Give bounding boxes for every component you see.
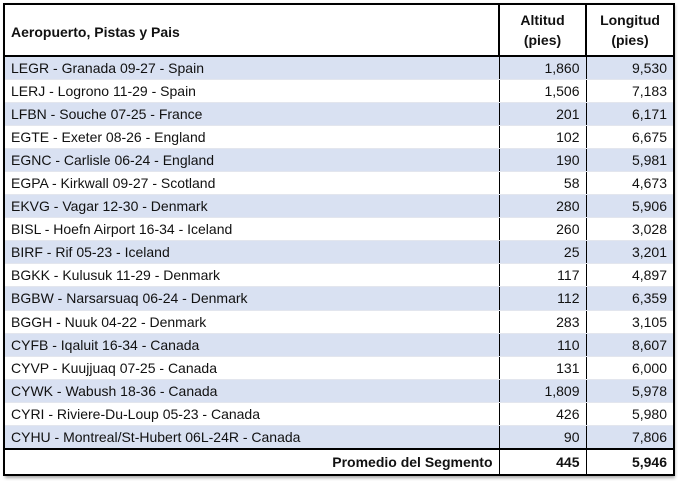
altitude-cell: 260	[499, 217, 587, 242]
length-cell: 6,171	[586, 102, 675, 127]
airport-name-cell: CYWK - Wabush 18-36 - Canada	[3, 379, 500, 403]
header-altitude-line1: Altitud	[520, 12, 565, 28]
length-cell: 6,675	[586, 125, 675, 150]
length-cell: 9,530	[586, 56, 675, 81]
altitude-cell: 102	[499, 125, 587, 150]
altitude-cell: 90	[499, 425, 587, 450]
table-row: EGTE - Exeter 08-26 - England 102 6,675	[3, 125, 675, 150]
airport-name-cell: CYVP - Kuujjuaq 07-25 - Canada	[3, 356, 500, 380]
altitude-cell: 58	[499, 171, 587, 196]
altitude-cell: 190	[499, 148, 587, 173]
altitude-cell: 426	[499, 402, 587, 426]
table-row: CYRI - Riviere-Du-Loup 05-23 - Canada 426…	[3, 402, 675, 426]
airport-name-cell: CYFB - Iqaluit 16-34 - Canada	[3, 333, 500, 357]
table-row: CYHU - Montreal/St-Hubert 06L-24R - Cana…	[3, 425, 675, 450]
altitude-cell: 25	[499, 240, 587, 265]
length-cell: 7,806	[586, 425, 675, 450]
airport-name-cell: CYRI - Riviere-Du-Loup 05-23 - Canada	[3, 402, 500, 426]
airport-name-cell: BGGH - Nuuk 04-22 - Denmark	[3, 310, 500, 334]
table-row: EGNC - Carlisle 06-24 - England 190 5,981	[3, 148, 675, 173]
altitude-cell: 201	[499, 102, 587, 127]
header-altitude-line2: (pies)	[523, 32, 562, 48]
airport-name-cell: EGPA - Kirkwall 09-27 - Scotland	[3, 171, 500, 196]
altitude-cell: 112	[499, 286, 587, 311]
header-length-line2: (pies)	[611, 32, 649, 48]
altitude-cell: 280	[499, 194, 587, 219]
altitude-cell: 110	[499, 333, 587, 357]
table-row: EKVG - Vagar 12-30 - Denmark 280 5,906	[3, 194, 675, 219]
length-cell: 3,028	[586, 217, 675, 242]
footer-label: Promedio del Segmento	[3, 448, 500, 476]
length-cell: 5,906	[586, 194, 675, 219]
length-cell: 4,897	[586, 263, 675, 288]
airport-name-cell: LEGR - Granada 09-27 - Spain	[3, 56, 500, 81]
airport-name-cell: EGNC - Carlisle 06-24 - England	[3, 148, 500, 173]
header-altitude: Altitud (pies)	[498, 3, 587, 57]
table-row: BGGH - Nuuk 04-22 - Denmark 283 3,105	[3, 310, 675, 334]
table-row: LERJ - Logrono 11-29 - Spain 1,506 7,183	[3, 79, 675, 104]
airport-name-cell: BIRF - Rif 05-23 - Iceland	[3, 240, 500, 265]
airport-name-cell: LERJ - Logrono 11-29 - Spain	[3, 79, 500, 104]
table-row: BGBW - Narsarsuaq 06-24 - Denmark 112 6,35…	[3, 286, 675, 311]
table-row: BISL - Hoefn Airport 16-34 - Iceland 260 3…	[3, 217, 675, 242]
header-length-line1: Longitud	[600, 12, 660, 28]
length-cell: 3,105	[586, 310, 675, 334]
airport-table: Aeropuerto, Pistas y Pais Altitud (pies)…	[3, 3, 675, 476]
altitude-cell: 1,809	[499, 379, 587, 403]
footer-altitude: 445	[499, 448, 587, 476]
header-row: Aeropuerto, Pistas y Pais Altitud (pies)…	[3, 3, 675, 57]
length-cell: 5,981	[586, 148, 675, 173]
airport-name-cell: CYHU - Montreal/St-Hubert 06L-24R - Cana…	[3, 425, 500, 450]
length-cell: 5,978	[586, 379, 675, 403]
altitude-cell: 283	[499, 310, 587, 334]
table-row: BIRF - Rif 05-23 - Iceland 25 3,201	[3, 240, 675, 265]
altitude-cell: 117	[499, 263, 587, 288]
table-row: CYFB - Iqaluit 16-34 - Canada 110 8,607	[3, 333, 675, 357]
table-row: CYVP - Kuujjuaq 07-25 - Canada 131 6,000	[3, 356, 675, 380]
table-row: LEGR - Granada 09-27 - Spain 1,860 9,530	[3, 56, 675, 81]
table-row: CYWK - Wabush 18-36 - Canada 1,809 5,978	[3, 379, 675, 403]
length-cell: 3,201	[586, 240, 675, 265]
table-row: EGPA - Kirkwall 09-27 - Scotland 58 4,673	[3, 171, 675, 196]
length-cell: 8,607	[586, 333, 675, 357]
airport-name-cell: BGKK - Kulusuk 11-29 - Denmark	[3, 263, 500, 288]
footer-length: 5,946	[586, 448, 675, 476]
header-name: Aeropuerto, Pistas y Pais	[3, 3, 500, 57]
altitude-cell: 1,506	[499, 79, 587, 104]
header-length: Longitud (pies)	[585, 3, 675, 57]
airport-name-cell: LFBN - Souche 07-25 - France	[3, 102, 500, 127]
airport-name-cell: EGTE - Exeter 08-26 - England	[3, 125, 500, 150]
footer-row: Promedio del Segmento 445 5,946	[3, 448, 675, 476]
airport-name-cell: EKVG - Vagar 12-30 - Denmark	[3, 194, 500, 219]
length-cell: 5,980	[586, 402, 675, 426]
airport-name-cell: BISL - Hoefn Airport 16-34 - Iceland	[3, 217, 500, 242]
length-cell: 7,183	[586, 79, 675, 104]
altitude-cell: 131	[499, 356, 587, 380]
table-row: LFBN - Souche 07-25 - France 201 6,171	[3, 102, 675, 127]
length-cell: 4,673	[586, 171, 675, 196]
airport-name-cell: BGBW - Narsarsuaq 06-24 - Denmark	[3, 286, 500, 311]
length-cell: 6,000	[586, 356, 675, 380]
length-cell: 6,359	[586, 286, 675, 311]
altitude-cell: 1,860	[499, 56, 587, 81]
table-row: BGKK - Kulusuk 11-29 - Denmark 117 4,897	[3, 263, 675, 288]
